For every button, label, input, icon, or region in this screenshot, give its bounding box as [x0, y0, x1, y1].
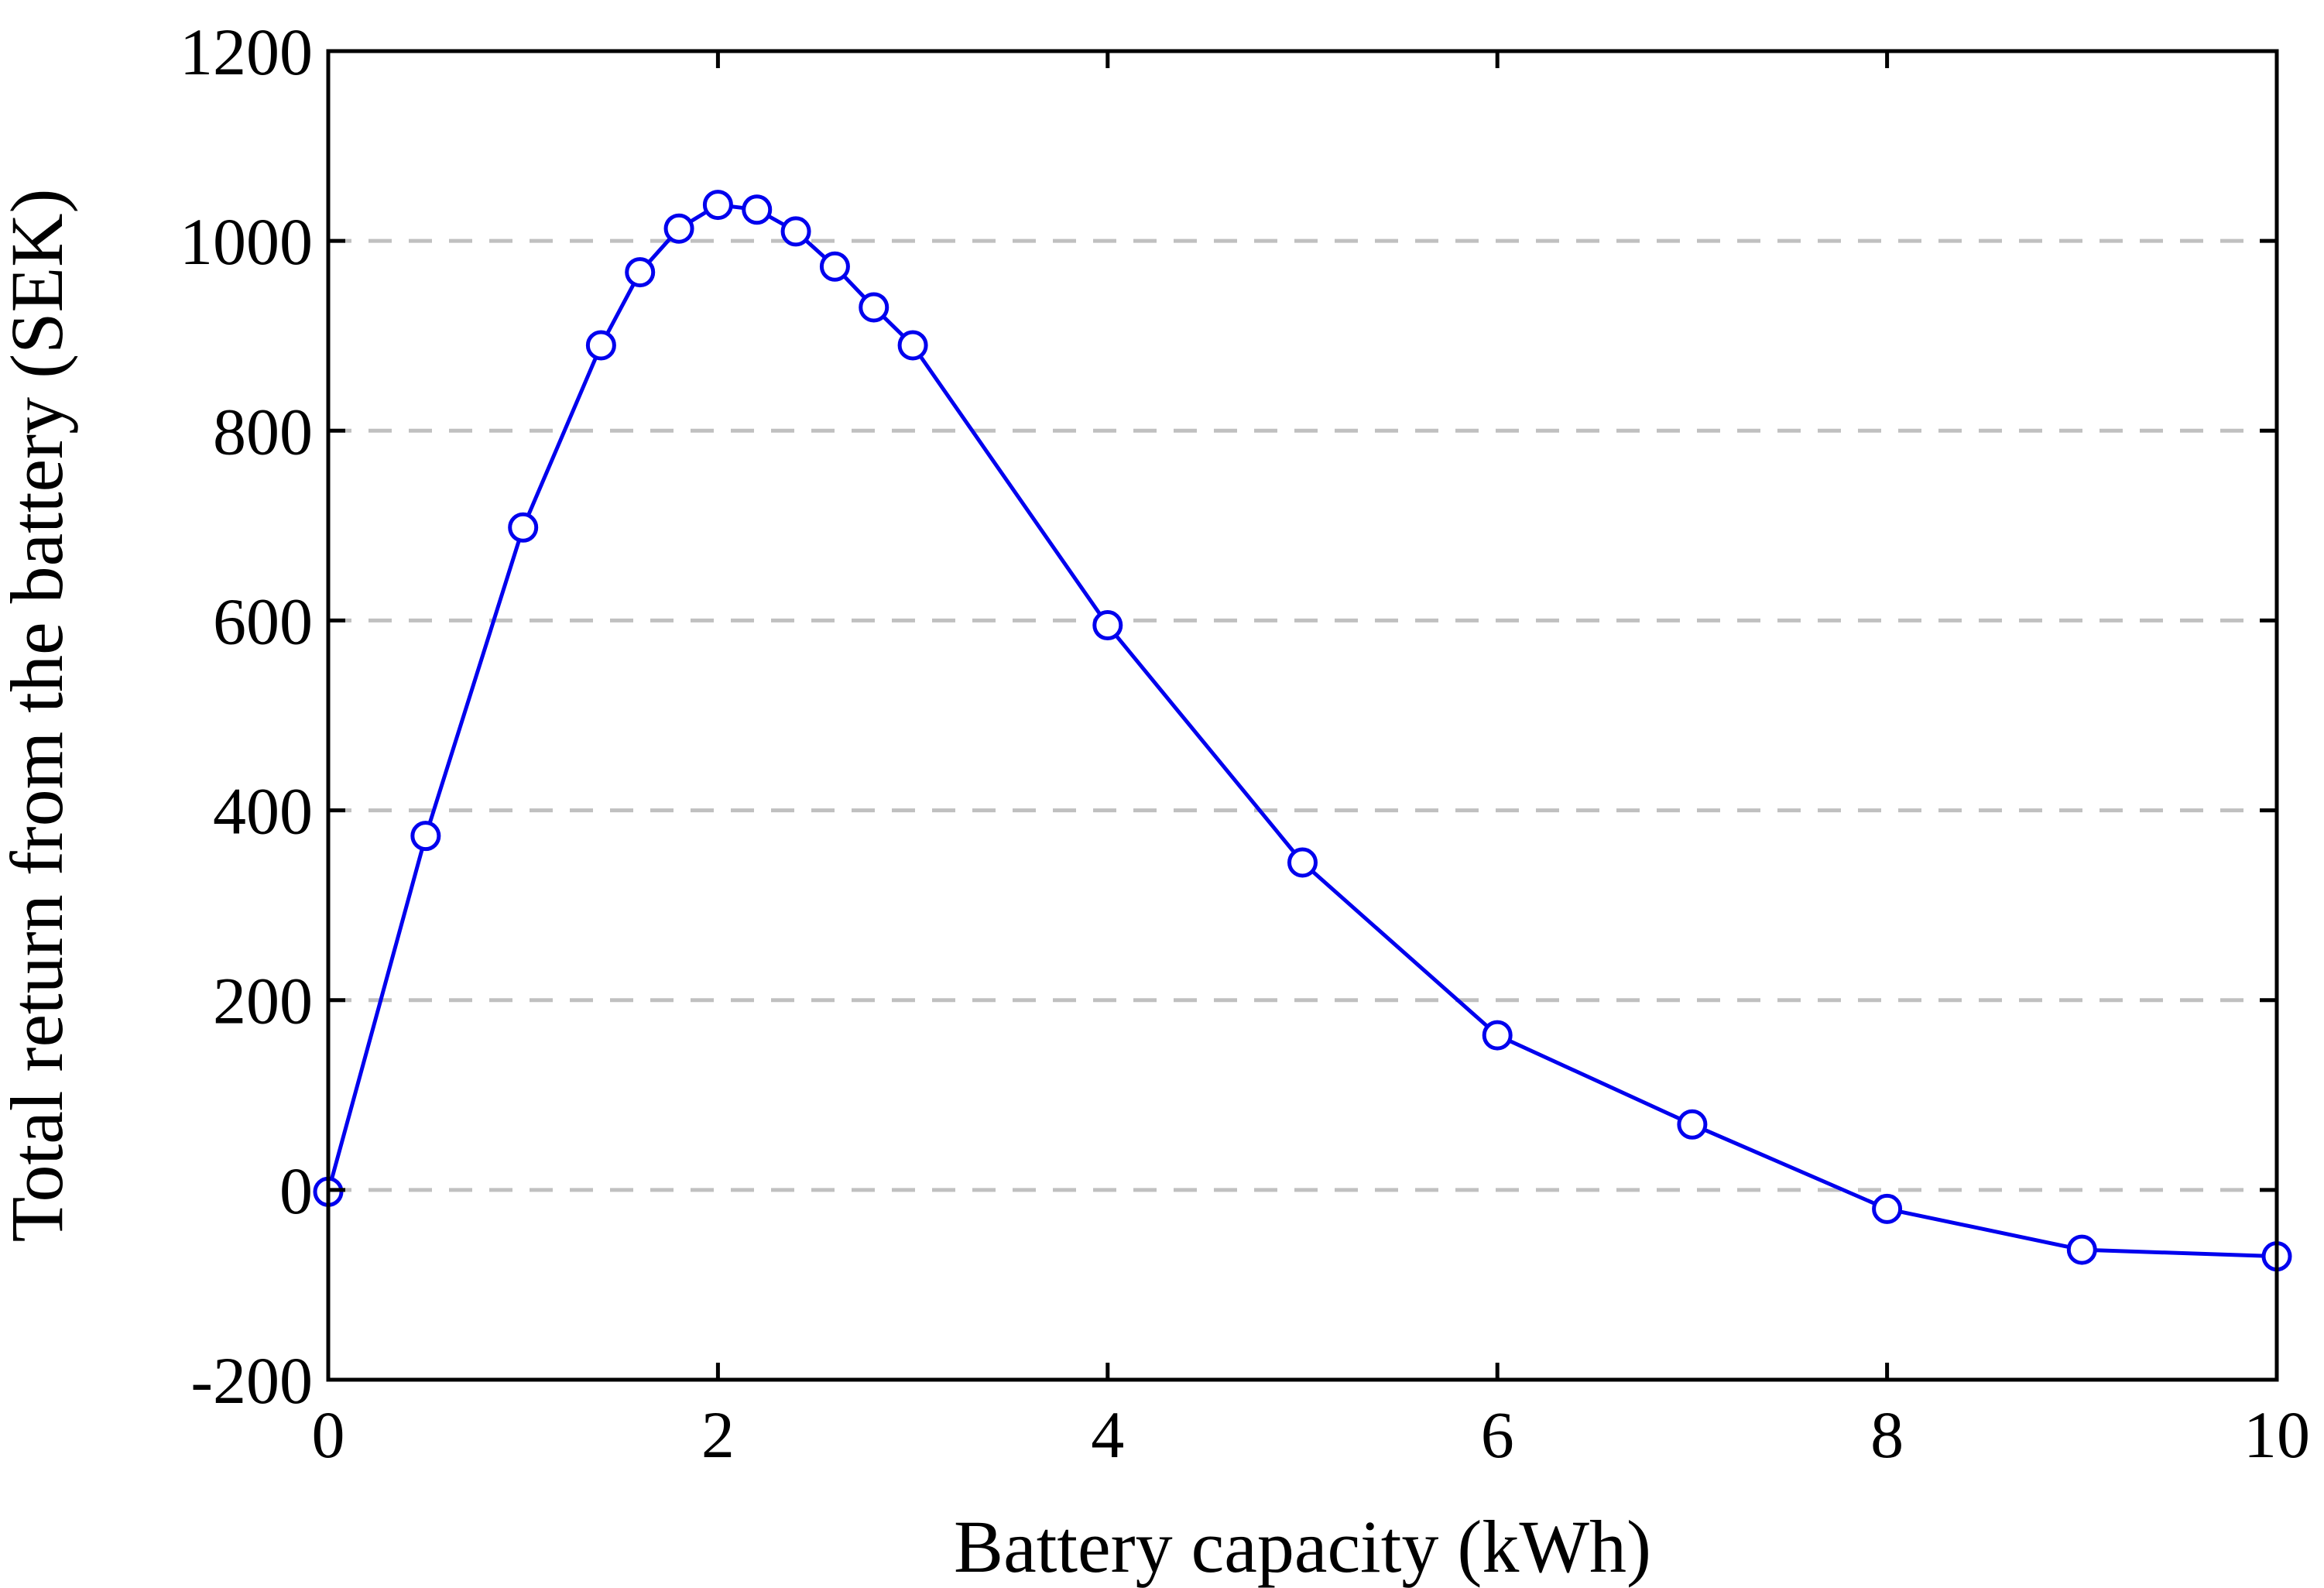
x-tick-label-0: 0	[312, 1398, 345, 1472]
y-tick-label-6: 1000	[180, 204, 313, 279]
data-point-13	[1287, 847, 1318, 878]
data-point-4	[625, 257, 656, 288]
y-tick-label-3: 400	[213, 774, 313, 849]
data-point-10	[859, 292, 889, 323]
y-axis-title: Total return from the battery (SEK)	[0, 189, 78, 1243]
series-line-0	[326, 203, 2278, 1259]
axis-ticks	[326, 49, 2279, 1382]
data-point-3	[585, 330, 616, 361]
data-point-9	[819, 251, 850, 282]
grid-lines	[328, 238, 2277, 1192]
data-point-7	[742, 194, 773, 225]
data-point-14	[1482, 1020, 1513, 1051]
y-tick-label-4: 600	[213, 584, 313, 658]
plot-frame	[326, 49, 2279, 1382]
x-tick-label-5: 10	[2243, 1398, 2310, 1472]
x-tick-label-4: 8	[1870, 1398, 1904, 1472]
x-axis-title: Battery capacity (kWh)	[954, 1505, 1651, 1588]
x-tick-label-3: 6	[1481, 1398, 1514, 1472]
data-point-2	[508, 512, 539, 543]
y-tick-label-2: 200	[213, 964, 313, 1038]
x-tick-label-2: 4	[1091, 1398, 1124, 1472]
data-point-1	[410, 821, 441, 852]
data-point-8	[780, 216, 811, 247]
y-tick-label-0: -200	[190, 1343, 313, 1418]
data-point-11	[897, 330, 928, 361]
data-point-16	[1872, 1193, 1903, 1224]
data-series	[313, 190, 2292, 1272]
y-tick-label-7: 1200	[180, 15, 313, 89]
data-point-17	[2066, 1234, 2097, 1265]
y-tick-label-5: 800	[213, 394, 313, 468]
y-tick-label-1: 0	[279, 1154, 313, 1228]
data-point-12	[1092, 610, 1123, 641]
data-point-5	[663, 213, 694, 244]
data-point-6	[702, 190, 733, 221]
x-tick-label-1: 2	[701, 1398, 735, 1472]
data-point-15	[1677, 1109, 1708, 1140]
